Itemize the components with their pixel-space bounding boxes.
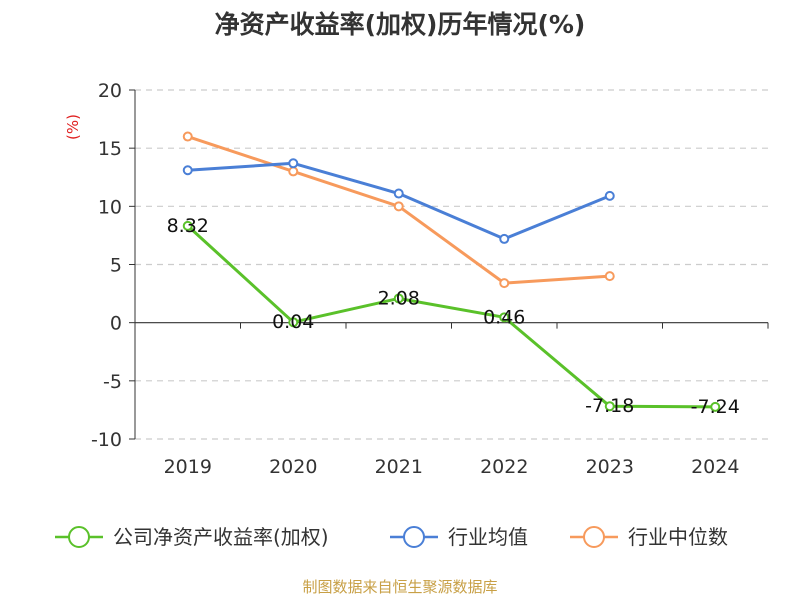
series-2-point <box>288 166 299 177</box>
series-2-point <box>499 278 510 289</box>
series-1-point <box>393 188 404 199</box>
y-tick-label: 10 <box>98 196 122 218</box>
x-tick-label: 2023 <box>586 456 634 478</box>
legend-item-2[interactable]: 行业中位数 <box>570 525 728 549</box>
data-label: -7.18 <box>585 395 634 417</box>
series-0-point <box>182 220 193 231</box>
legend-label: 公司净资产收益率(加权) <box>113 525 329 549</box>
series-0-point <box>393 293 404 304</box>
legend-swatch-marker <box>583 526 605 548</box>
series-2-point <box>393 201 404 212</box>
chart-title: 净资产收益率(加权)历年情况(%) <box>215 10 586 39</box>
series-0-point <box>499 312 510 323</box>
y-tick-label: 5 <box>110 255 122 277</box>
x-tick-label: 2020 <box>269 456 317 478</box>
x-tick-label: 2024 <box>691 456 739 478</box>
data-label: 8.32 <box>167 215 209 237</box>
y-tick-label: 15 <box>98 138 122 160</box>
y-tick-label: 20 <box>98 80 122 102</box>
series-1-point <box>288 158 299 169</box>
data-label: 2.08 <box>378 287 420 309</box>
data-label: -7.24 <box>691 396 740 418</box>
legend-swatch-marker <box>68 526 90 548</box>
series-1-point <box>604 190 615 201</box>
data-label: 0.46 <box>483 306 525 328</box>
legend-label: 行业中位数 <box>628 525 728 549</box>
series-0-point <box>288 317 299 328</box>
series-2-point <box>604 271 615 282</box>
y-tick-label: -10 <box>91 429 122 451</box>
legend[interactable]: 公司净资产收益率(加权) 行业均值 行业中位数 <box>55 525 728 549</box>
series-1-point <box>499 233 510 244</box>
data-labels: 8.32 0.04 2.08 0.46 -7.18 -7.24 <box>167 215 740 418</box>
series-1-point <box>182 165 193 176</box>
x-tick-label: 2022 <box>480 456 528 478</box>
data-label: 0.04 <box>272 311 314 333</box>
source-note: 制图数据来自恒生聚源数据库 <box>302 578 497 596</box>
y-tick-label: 0 <box>110 313 122 335</box>
legend-item-1[interactable]: 行业均值 <box>390 525 528 549</box>
series-0-line <box>186 224 716 409</box>
y-axis-unit-label: (%) <box>64 114 82 140</box>
series-0-point <box>710 401 721 412</box>
x-tick-label: 2021 <box>375 456 423 478</box>
series-2-point <box>182 131 193 142</box>
axes: 20 15 10 5 0 -5 -10 2019 2020 2021 2022 2023 2024 <box>91 80 769 478</box>
series-layer <box>182 131 721 412</box>
y-tick-label: -5 <box>103 371 122 393</box>
legend-item-0[interactable]: 公司净资产收益率(加权) <box>55 525 329 549</box>
legend-swatch-marker <box>403 526 425 548</box>
series-1-line <box>187 161 611 241</box>
legend-label: 行业均值 <box>448 525 528 549</box>
series-0-point <box>604 401 615 412</box>
x-tick-label: 2019 <box>164 456 212 478</box>
